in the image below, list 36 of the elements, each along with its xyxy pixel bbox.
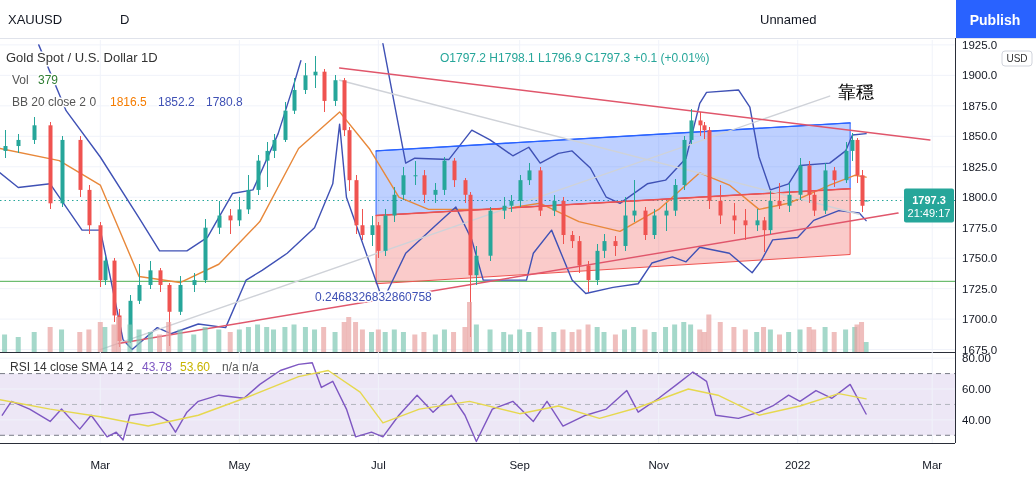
x-tick-label: 2022 (784, 459, 811, 471)
annotation: 21:49:17 (907, 207, 951, 219)
text: Publish (969, 12, 1021, 28)
annotation: O1797.2 H1798.1 L1796.9 C1797.3 +0.1 (+0.01%) (440, 51, 710, 65)
y-tick-label: 1825.0 (962, 160, 998, 173)
annotation: 1852.2 (158, 95, 196, 109)
x-tick-label: May (228, 459, 251, 471)
x-tick-label: Mar (922, 459, 943, 471)
text: USD (1006, 53, 1028, 64)
ref-line-label: 1797.3 (912, 193, 946, 206)
y-tick-label: 1925.0 (962, 38, 998, 51)
text: XAUUSD (8, 12, 63, 27)
annotation: 53.60 (180, 360, 211, 374)
y-tick-label: 1775.0 (962, 221, 998, 234)
x-tick-label: Nov (648, 459, 670, 471)
y-tick-label: 1800.0 (962, 191, 998, 204)
y-tick-label: 1875.0 (962, 99, 998, 112)
annotation: 1816.5 (110, 95, 148, 109)
annotation: n/a n/a (222, 360, 260, 374)
y-tick-label: 1900.0 (962, 69, 998, 82)
x-tick-label: Mar (90, 459, 111, 471)
annotation: 43.78 (142, 360, 173, 374)
annotation: 靠穩 (838, 82, 874, 102)
annotation: 1780.8 (206, 95, 244, 109)
y-tick-label: 60.00 (962, 383, 991, 396)
text: D (120, 12, 130, 27)
x-tick-label: Sep (509, 459, 530, 471)
text: RSI 14 close SMA 14 2 (10, 360, 134, 374)
y-tick-label: 1850.0 (962, 130, 998, 143)
text: Unnamed (760, 12, 817, 27)
y-tick-label: 1725.0 (962, 282, 998, 295)
y-tick-label: 1700.0 (962, 313, 998, 326)
annotation: Vol (12, 73, 29, 87)
x-tick-label: Jul (371, 459, 386, 471)
y-tick-label: 1750.0 (962, 252, 998, 265)
y-tick-label: 40.00 (962, 413, 991, 426)
